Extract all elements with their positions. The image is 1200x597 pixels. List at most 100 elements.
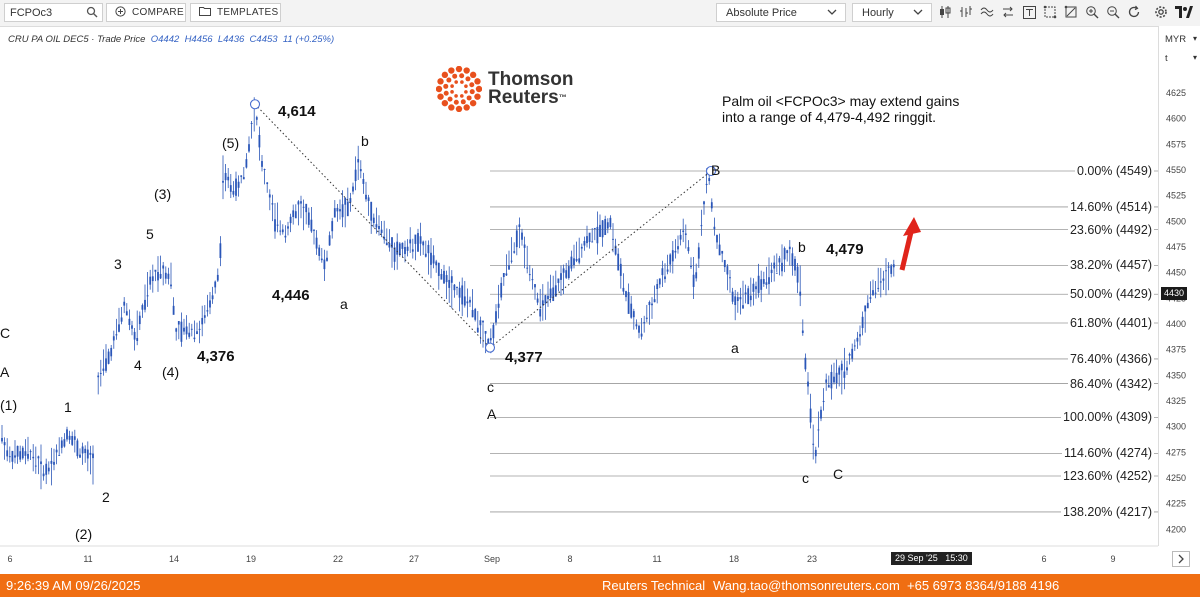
time-tick-label: 27 <box>409 554 419 564</box>
candle-body <box>157 271 159 281</box>
candle-body <box>331 221 334 232</box>
symbol-input[interactable]: FCPOc3 <box>10 6 53 19</box>
candle-body <box>645 317 648 319</box>
candle-body <box>354 169 357 182</box>
candle-body <box>534 284 536 288</box>
candle-body <box>266 182 269 185</box>
wave-label: 4,614 <box>278 103 316 120</box>
candle-body <box>536 298 539 303</box>
logo-dot <box>469 82 475 88</box>
candle-body <box>86 449 89 459</box>
candle-body <box>383 236 386 240</box>
time-tick-label: 9 <box>1110 554 1115 564</box>
candle-body <box>773 262 776 269</box>
scroll-to-latest-button[interactable] <box>1172 551 1190 567</box>
candle-body <box>183 327 185 332</box>
candle-body <box>107 351 110 364</box>
instrument-info: CRU PA OIL DEC5 · Trade Price O4442 H445… <box>8 34 335 45</box>
templates-button[interactable]: TEMPLATES <box>190 3 281 22</box>
candle-body <box>180 321 183 342</box>
time-tick-label: 11 <box>652 554 661 564</box>
text-icon[interactable] <box>1022 4 1036 20</box>
candle-body <box>198 328 201 330</box>
candle-body <box>214 281 217 288</box>
logo-dot <box>437 78 444 85</box>
candle-body <box>307 212 310 225</box>
candle-body <box>294 211 297 219</box>
candle-body <box>151 276 154 282</box>
logo-dot <box>463 104 470 111</box>
unit-select[interactable]: t ▾ <box>1165 53 1197 64</box>
price-chart[interactable]: 4625460045754550452545004475445044254400… <box>0 26 1200 574</box>
candle-body <box>562 268 565 273</box>
candle-body <box>318 247 321 256</box>
candle-body <box>695 272 698 279</box>
footer-email[interactable]: Wang.tao@thomsonreuters.com <box>713 578 900 593</box>
settings-gear-icon[interactable] <box>1154 4 1168 20</box>
candle-body <box>411 249 414 252</box>
candle-body <box>801 330 804 334</box>
candle-body <box>401 242 404 249</box>
candlestick-icon[interactable] <box>938 4 952 20</box>
logo-dot <box>447 96 453 102</box>
candle-body <box>703 201 705 205</box>
candle-body <box>58 454 61 456</box>
candle-body <box>788 246 791 250</box>
zoom-out-icon[interactable] <box>1106 4 1120 20</box>
candle-body <box>586 236 588 244</box>
interval-select[interactable]: Hourly <box>852 3 932 22</box>
candle-body <box>136 338 139 342</box>
candle-body <box>697 247 700 259</box>
candle-body <box>651 303 653 306</box>
candle-body <box>432 255 435 264</box>
candle-body <box>822 400 825 403</box>
candle-body <box>614 245 617 255</box>
compare-button[interactable]: COMPARE <box>106 3 186 22</box>
symbol-search[interactable]: FCPOc3 <box>4 3 103 22</box>
price-axis[interactable]: MYR ▾ t ▾ <box>1158 26 1200 546</box>
annotate-icon[interactable] <box>1043 4 1057 20</box>
candle-body <box>723 259 726 268</box>
logo-dot <box>450 84 454 88</box>
candle-body <box>843 371 846 378</box>
logo-dot <box>460 80 464 84</box>
candle-body <box>872 290 874 296</box>
price-tick-label: 4400 <box>1166 319 1186 329</box>
candle-body <box>393 247 396 262</box>
candle-body <box>874 292 877 294</box>
refresh-icon[interactable] <box>1127 4 1141 20</box>
candle-body <box>495 311 497 323</box>
candle-body <box>679 234 682 240</box>
candle-body <box>762 279 765 284</box>
logo-dot <box>474 78 481 85</box>
candle-body <box>846 367 848 371</box>
candle-body <box>11 450 14 462</box>
candle-body <box>627 292 630 314</box>
price-type-select[interactable]: Absolute Price <box>716 3 846 22</box>
candle-body <box>635 324 638 327</box>
candle-body <box>632 311 635 318</box>
compare-arrows-icon[interactable] <box>1001 4 1015 20</box>
candle-body <box>404 247 406 255</box>
search-icon[interactable] <box>86 6 98 21</box>
currency-select[interactable]: MYR ▾ <box>1165 34 1197 45</box>
logo-dot <box>455 105 463 112</box>
candle-body <box>630 303 633 318</box>
wave-label: 2 <box>102 489 110 505</box>
logo-dot <box>459 73 465 79</box>
zoom-in-icon[interactable] <box>1085 4 1099 20</box>
candle-body <box>866 302 869 309</box>
candle-body <box>718 244 721 256</box>
candle-body <box>726 266 729 275</box>
logo-dot <box>464 84 468 88</box>
chart-type-icon[interactable] <box>959 4 973 20</box>
wave-label: C <box>833 466 844 482</box>
candle-body <box>209 300 211 308</box>
candle-body <box>622 287 625 292</box>
indicators-icon[interactable] <box>980 4 994 20</box>
candle-body <box>29 451 32 453</box>
draw-tool-icon[interactable] <box>1064 4 1078 20</box>
candle-body <box>146 295 149 297</box>
logo-dot <box>469 99 477 107</box>
candle-body <box>162 265 165 269</box>
